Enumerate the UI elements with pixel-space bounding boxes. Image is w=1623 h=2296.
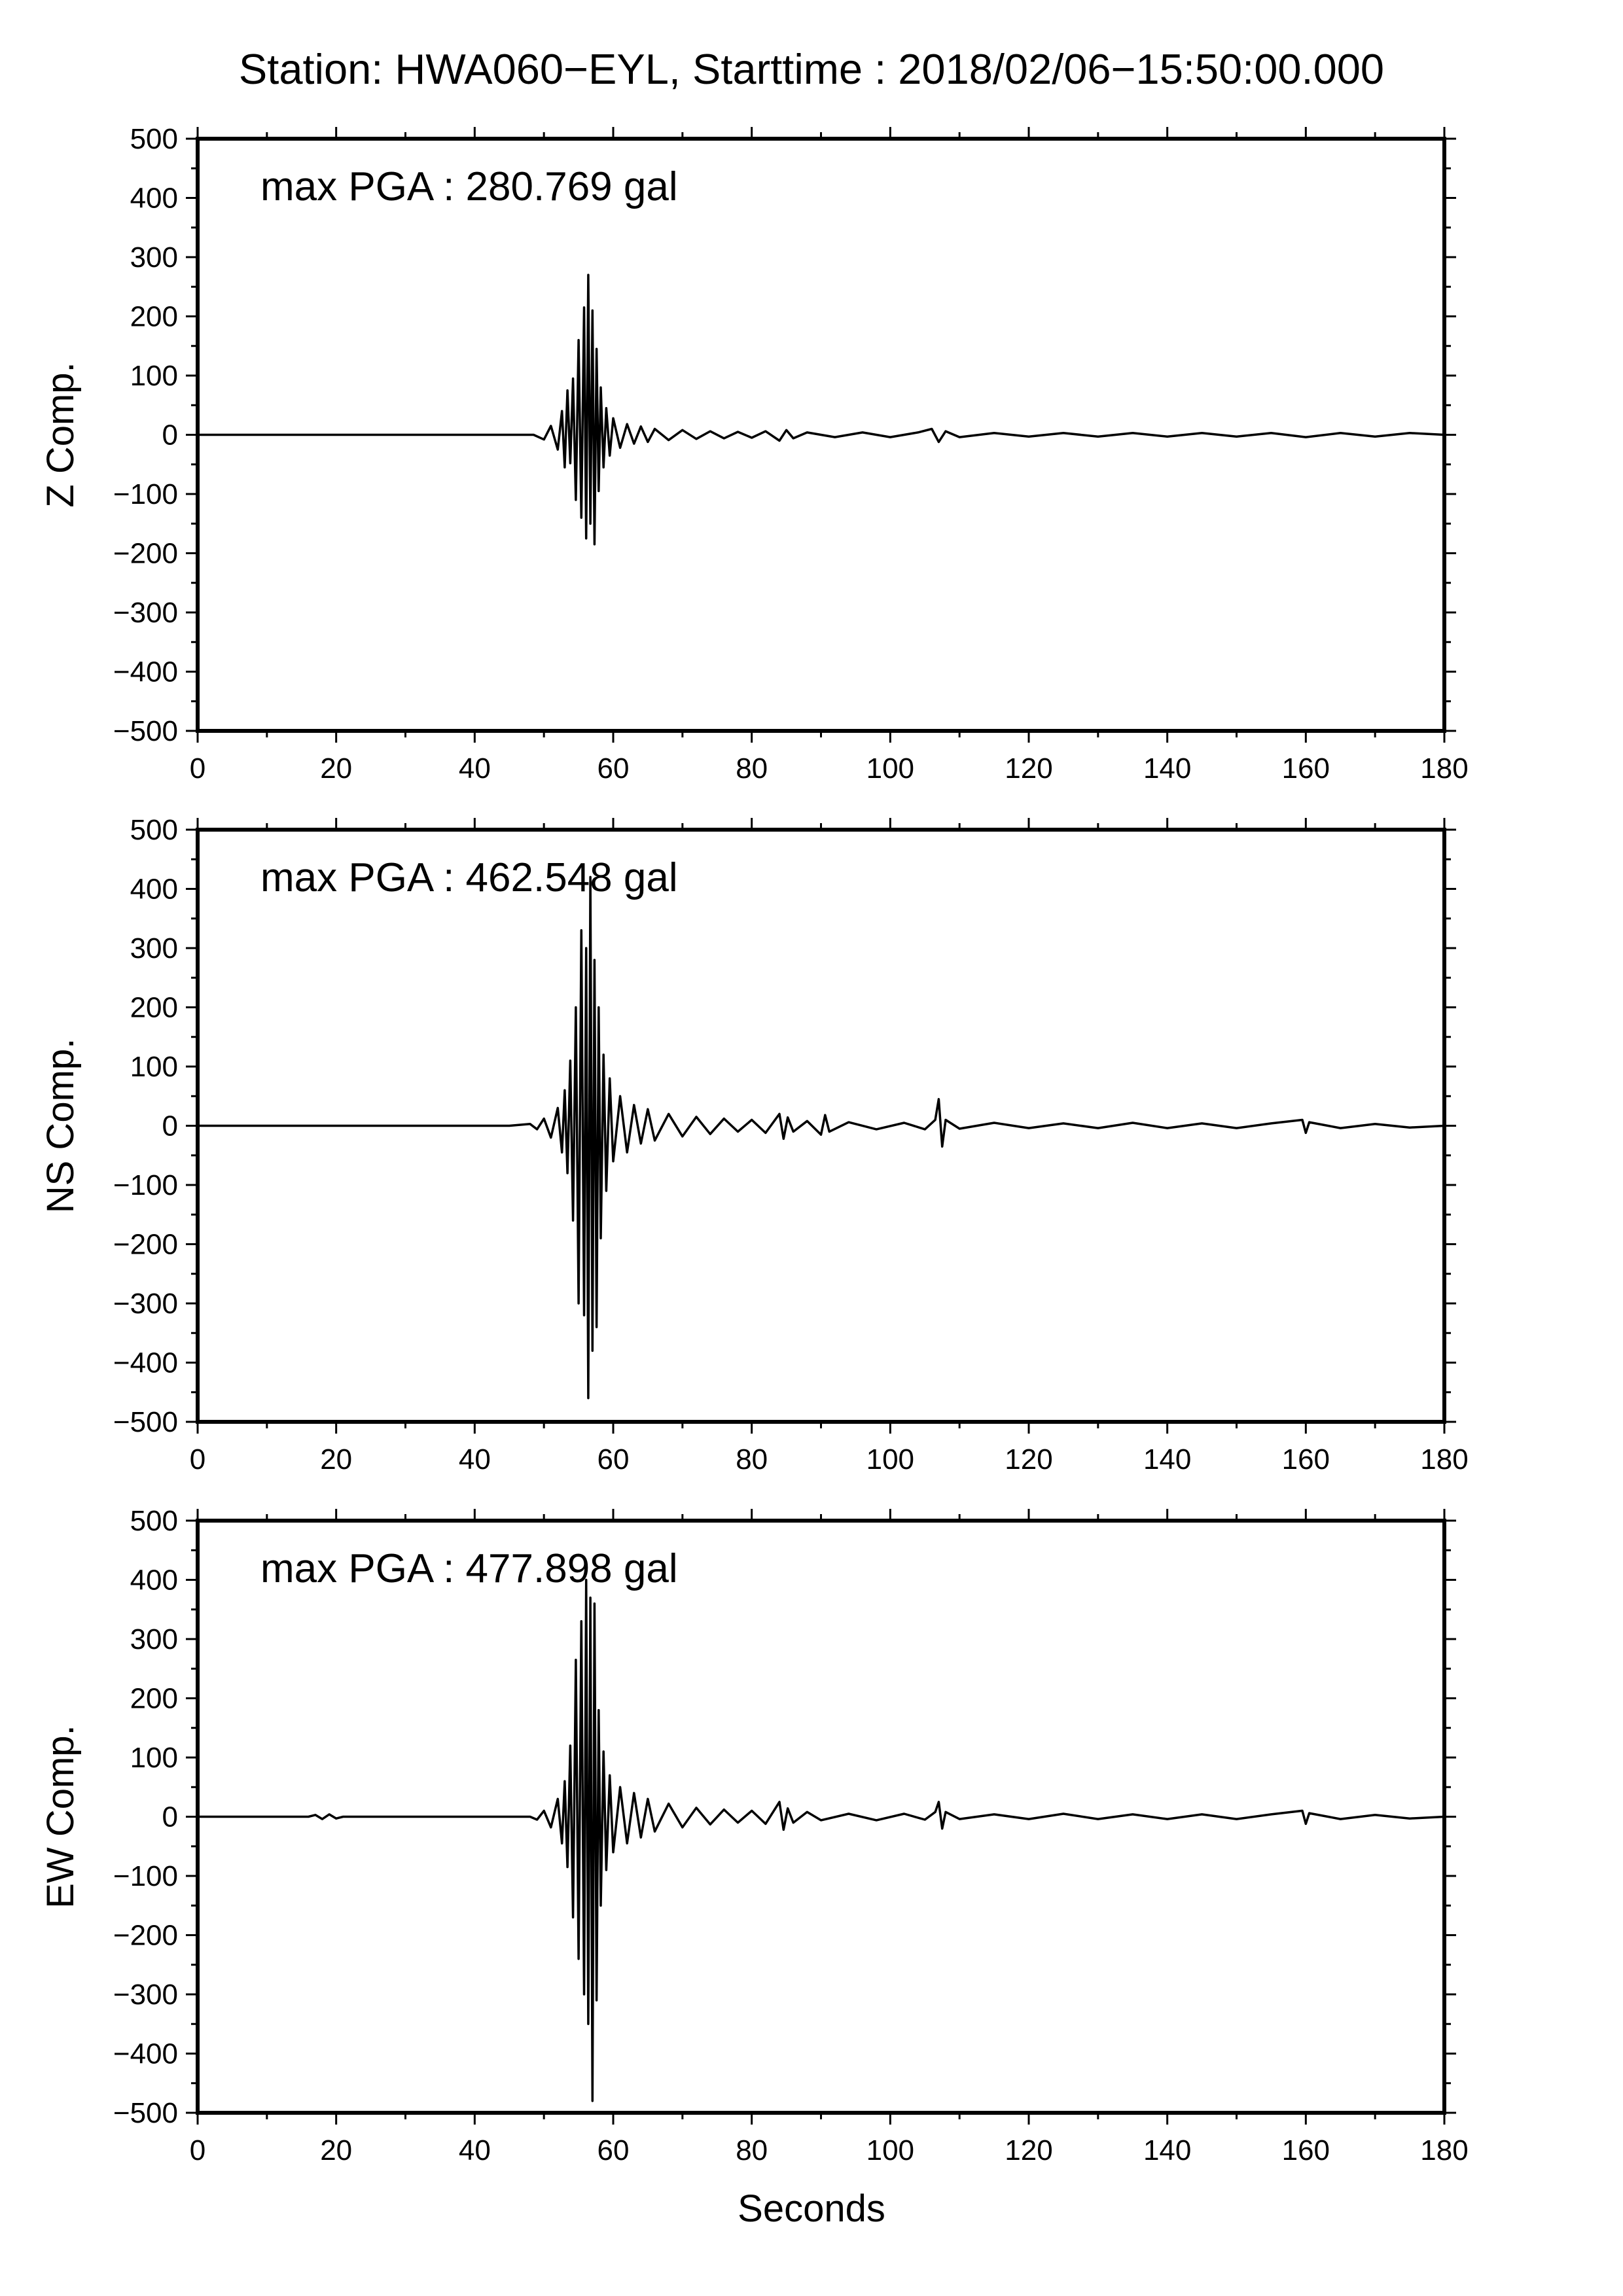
y-tick-label: 500 xyxy=(130,1505,178,1537)
waveform-ns xyxy=(198,875,1445,1400)
y-tick-label: −500 xyxy=(113,1406,178,1438)
y-tick-label: −200 xyxy=(113,538,178,570)
x-tick-label: 140 xyxy=(1143,752,1191,785)
x-tick-label: 140 xyxy=(1143,2134,1191,2166)
y-tick-label: 300 xyxy=(130,241,178,274)
x-tick-label: 160 xyxy=(1282,2134,1330,2166)
x-tick-label: 100 xyxy=(866,1443,914,1475)
y-tick-label: −100 xyxy=(113,1860,178,1892)
x-tick-label: 0 xyxy=(190,2134,205,2166)
x-tick-label: 60 xyxy=(597,2134,630,2166)
x-tick-label: 180 xyxy=(1420,752,1468,785)
x-tick-label: 60 xyxy=(597,1443,630,1475)
x-tick-label: 180 xyxy=(1420,2134,1468,2166)
x-tick-label: 100 xyxy=(866,2134,914,2166)
x-tick-label: 0 xyxy=(190,1443,205,1475)
max-pga-annotation: max PGA : 477.898 gal xyxy=(260,1546,678,1591)
waveform-z xyxy=(198,274,1445,546)
x-tick-label: 100 xyxy=(866,752,914,785)
x-tick-label: 80 xyxy=(736,1443,768,1475)
y-tick-label: −400 xyxy=(113,1347,178,1379)
x-tick-label: 20 xyxy=(320,2134,352,2166)
y-tick-label: −200 xyxy=(113,1229,178,1261)
figure-title: Station: HWA060−EYL, Starttime : 2018/02… xyxy=(239,45,1384,93)
y-tick-label: 0 xyxy=(162,1801,178,1833)
y-tick-label: −300 xyxy=(113,1288,178,1320)
y-tick-label: 100 xyxy=(130,360,178,392)
waveform-ew xyxy=(198,1578,1445,2102)
y-tick-label: 400 xyxy=(130,1564,178,1597)
x-tick-label: 80 xyxy=(736,2134,768,2166)
x-axis-label: Seconds xyxy=(738,2187,885,2230)
y-tick-label: 200 xyxy=(130,301,178,333)
y-tick-label: 0 xyxy=(162,1110,178,1142)
x-tick-label: 40 xyxy=(459,2134,491,2166)
y-tick-label: −200 xyxy=(113,1920,178,1952)
x-tick-label: 180 xyxy=(1420,1443,1468,1475)
max-pga-annotation: max PGA : 280.769 gal xyxy=(260,164,678,209)
y-tick-label: −100 xyxy=(113,1169,178,1201)
y-axis-label: NS Comp. xyxy=(39,1038,82,1214)
y-tick-label: −300 xyxy=(113,1979,178,2011)
y-tick-label: 200 xyxy=(130,1683,178,1715)
y-axis-label: EW Comp. xyxy=(39,1725,82,1908)
x-tick-label: 60 xyxy=(597,752,630,785)
y-tick-label: 300 xyxy=(130,1623,178,1655)
y-tick-label: 500 xyxy=(130,123,178,155)
panel-ew: 500 400 300 200 100 0 −100 −200 −300 −400 −500 0 20 4… xyxy=(39,1505,1469,2166)
x-tick-label: 160 xyxy=(1282,752,1330,785)
panel-ns: 500 400 300 200 100 0 −100 −200 −300 −400 −500 0 20 4… xyxy=(39,814,1469,1475)
x-tick-label: 40 xyxy=(459,752,491,785)
x-tick-label: 120 xyxy=(1005,1443,1052,1475)
y-tick-label: 300 xyxy=(130,932,178,964)
y-tick-label: 100 xyxy=(130,1051,178,1083)
x-tick-label: 20 xyxy=(320,1443,352,1475)
x-tick-label: 80 xyxy=(736,752,768,785)
max-pga-annotation: max PGA : 462.548 gal xyxy=(260,855,678,900)
y-tick-label: −100 xyxy=(113,478,178,510)
y-tick-label: 100 xyxy=(130,1742,178,1774)
x-tick-label: 140 xyxy=(1143,1443,1191,1475)
y-tick-label: 0 xyxy=(162,419,178,451)
y-tick-label: −300 xyxy=(113,597,178,629)
y-tick-label: 500 xyxy=(130,814,178,846)
y-tick-label: −500 xyxy=(113,2097,178,2129)
y-tick-label: −400 xyxy=(113,656,178,688)
y-tick-label: 200 xyxy=(130,992,178,1024)
x-tick-label: 120 xyxy=(1005,2134,1052,2166)
y-tick-label: 400 xyxy=(130,874,178,906)
x-tick-label: 20 xyxy=(320,752,352,785)
y-axis-label: Z Comp. xyxy=(39,362,82,507)
x-tick-label: 120 xyxy=(1005,752,1052,785)
panel-z: 500 400 300 200 100 0 −100 −200 −300 −400 −500 0 20 4… xyxy=(39,123,1469,785)
y-tick-label: −400 xyxy=(113,2038,178,2070)
x-tick-label: 160 xyxy=(1282,1443,1330,1475)
x-tick-label: 0 xyxy=(190,752,205,785)
x-tick-label: 40 xyxy=(459,1443,491,1475)
y-tick-label: −500 xyxy=(113,715,178,747)
y-tick-label: 400 xyxy=(130,183,178,215)
